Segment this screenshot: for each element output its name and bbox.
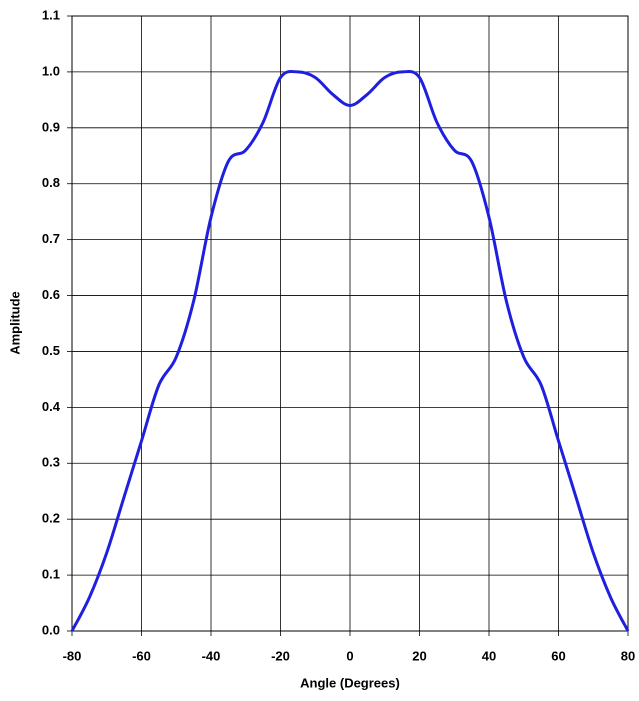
y-tick-label: 1.1 [42,7,60,22]
x-tick-label: 60 [551,648,565,663]
y-tick-label: 1.0 [42,63,60,78]
x-tick-label: 80 [621,648,635,663]
y-tick-label: 0.0 [42,622,60,637]
x-tick-label: -20 [271,648,290,663]
y-tick-label: 0.5 [42,343,60,358]
x-tick-label: -60 [132,648,151,663]
x-tick-label: 20 [412,648,426,663]
x-tick-label: 40 [482,648,496,663]
y-tick-label: 0.9 [42,119,60,134]
y-tick-label: 0.3 [42,455,60,470]
y-tick-label: 0.8 [42,175,60,190]
data-line [70,69,630,632]
x-axis-label: Angle (Degrees) [300,675,400,690]
y-tick-label: 0.7 [42,231,60,246]
y-tick-label: 0.1 [42,567,60,582]
x-tick-label: 0 [346,648,353,663]
x-tick-label: -80 [63,648,82,663]
y-tick-label: 0.2 [42,511,60,526]
x-tick-label: -40 [202,648,221,663]
y-axis-label: Amplitude [7,291,22,355]
y-tick-label: 0.4 [42,399,61,414]
y-tick-label: 0.6 [42,287,60,302]
